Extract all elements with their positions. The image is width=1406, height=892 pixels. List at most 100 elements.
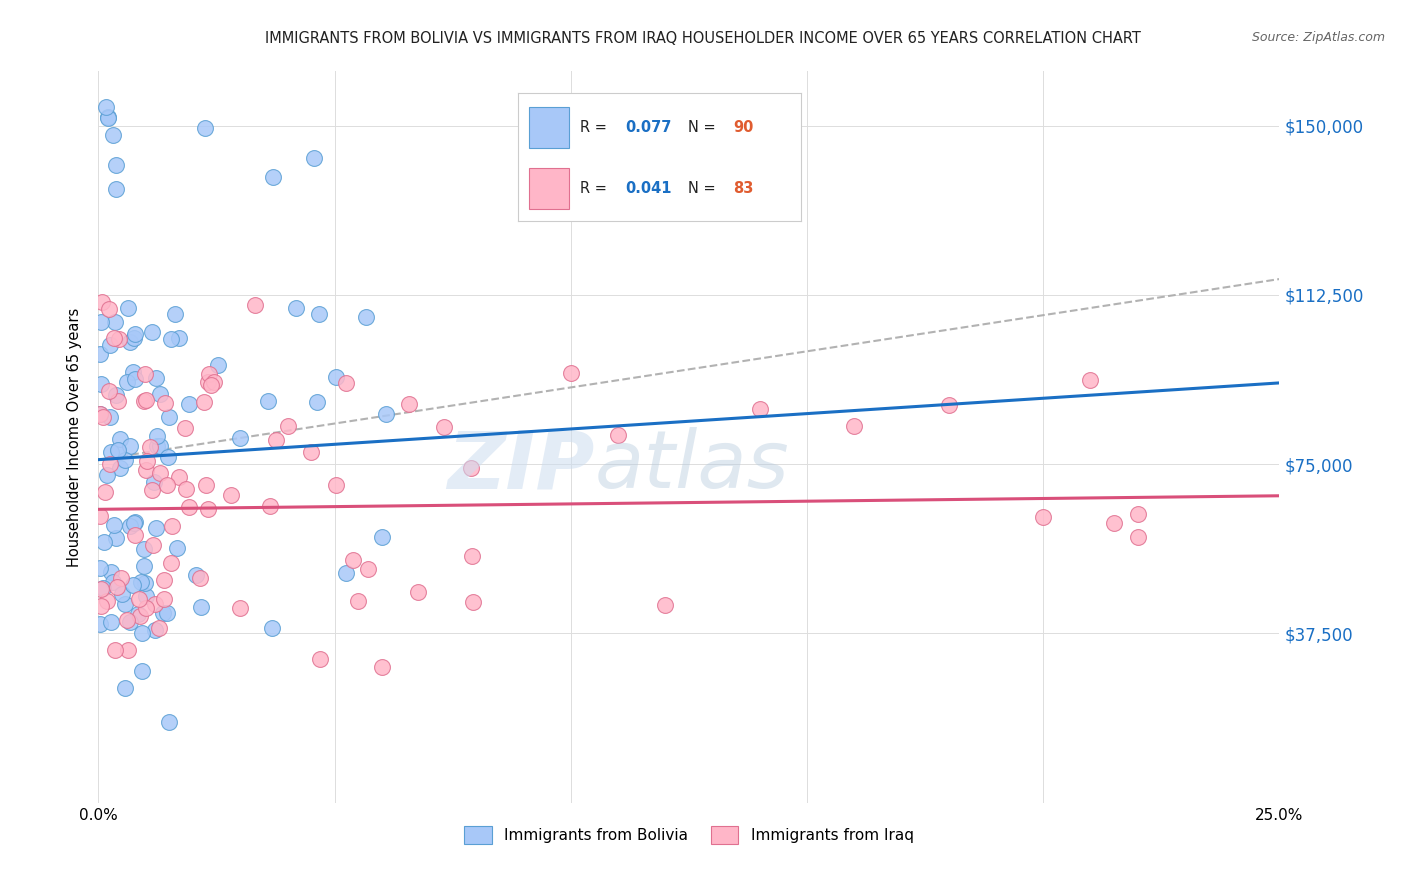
Point (98, 457, 121, 471)
Point (748, 402, 770, 417)
Point (461, 549, 484, 563)
Point (160, 519, 183, 533)
Text: ZIP: ZIP (447, 427, 595, 506)
Point (177, 500, 200, 514)
Point (145, 371, 167, 385)
Text: IMMIGRANTS FROM BOLIVIA VS IMMIGRANTS FROM IRAQ HOUSEHOLDER INCOME OVER 65 YEARS: IMMIGRANTS FROM BOLIVIA VS IMMIGRANTS FR… (266, 31, 1140, 46)
Point (118, 334, 141, 349)
Point (124, 528, 146, 542)
Point (654, 599, 676, 613)
Point (256, 394, 278, 409)
Point (309, 651, 332, 665)
Point (110, 432, 132, 446)
Point (135, 600, 157, 615)
Point (152, 592, 174, 607)
Point (104, 531, 127, 545)
Point (433, 419, 456, 434)
Point (134, 542, 156, 557)
Point (193, 394, 215, 409)
Point (844, 418, 866, 433)
Point (143, 475, 166, 490)
Point (101, 574, 124, 589)
Point (166, 541, 188, 555)
Point (90, 599, 112, 613)
Point (93, 535, 115, 549)
Point (159, 332, 181, 346)
Point (179, 397, 201, 411)
Point (190, 600, 212, 615)
Point (135, 589, 157, 603)
Point (346, 593, 368, 607)
Point (115, 375, 138, 389)
Point (89, 407, 111, 421)
Point (100, 444, 122, 458)
Point (124, 326, 146, 341)
Point (197, 502, 219, 516)
Point (148, 621, 170, 635)
Point (107, 393, 129, 408)
Y-axis label: Householder Income Over 65 years: Householder Income Over 65 years (67, 308, 83, 566)
Point (94, 484, 117, 499)
Point (186, 568, 208, 582)
Point (97, 110, 120, 124)
Point (284, 301, 307, 316)
Point (100, 615, 122, 629)
Point (128, 609, 150, 624)
Point (262, 170, 284, 185)
Point (149, 466, 172, 480)
Point (117, 643, 139, 657)
Point (128, 592, 150, 607)
Point (118, 440, 141, 454)
Point (98, 384, 121, 398)
Point (97, 111, 120, 125)
Point (229, 601, 252, 615)
Text: atlas: atlas (595, 427, 789, 506)
Point (325, 369, 347, 384)
Point (90, 315, 112, 329)
Point (134, 576, 156, 591)
Point (157, 410, 180, 425)
Point (127, 607, 149, 621)
Point (264, 433, 287, 447)
Point (104, 315, 127, 329)
Point (155, 607, 177, 621)
Point (110, 571, 132, 585)
Point (176, 482, 198, 496)
Point (141, 483, 163, 497)
Point (1126, 508, 1149, 522)
Point (134, 368, 156, 382)
Point (607, 428, 630, 442)
Point (159, 557, 181, 571)
Point (371, 659, 394, 673)
Point (120, 615, 142, 629)
Point (124, 372, 146, 386)
Point (136, 453, 159, 467)
Point (135, 463, 157, 477)
Point (262, 621, 284, 635)
Point (194, 120, 217, 135)
Point (357, 562, 380, 576)
Point (195, 477, 218, 491)
Point (134, 558, 156, 573)
Point (229, 431, 252, 445)
Point (152, 606, 174, 620)
Point (105, 158, 128, 172)
Point (202, 375, 225, 389)
Point (100, 565, 122, 579)
Point (135, 393, 157, 408)
Legend: Immigrants from Bolivia, Immigrants from Iraq: Immigrants from Bolivia, Immigrants from… (458, 820, 920, 850)
Point (461, 594, 484, 608)
Point (371, 530, 394, 544)
Point (156, 477, 179, 491)
Point (122, 578, 145, 592)
Point (129, 574, 152, 589)
Point (259, 500, 281, 514)
Point (197, 376, 219, 390)
Point (406, 585, 429, 599)
Point (167, 470, 190, 484)
Point (157, 714, 180, 729)
Point (1032, 510, 1054, 524)
Point (157, 450, 180, 464)
Point (143, 598, 166, 612)
Point (375, 407, 398, 421)
